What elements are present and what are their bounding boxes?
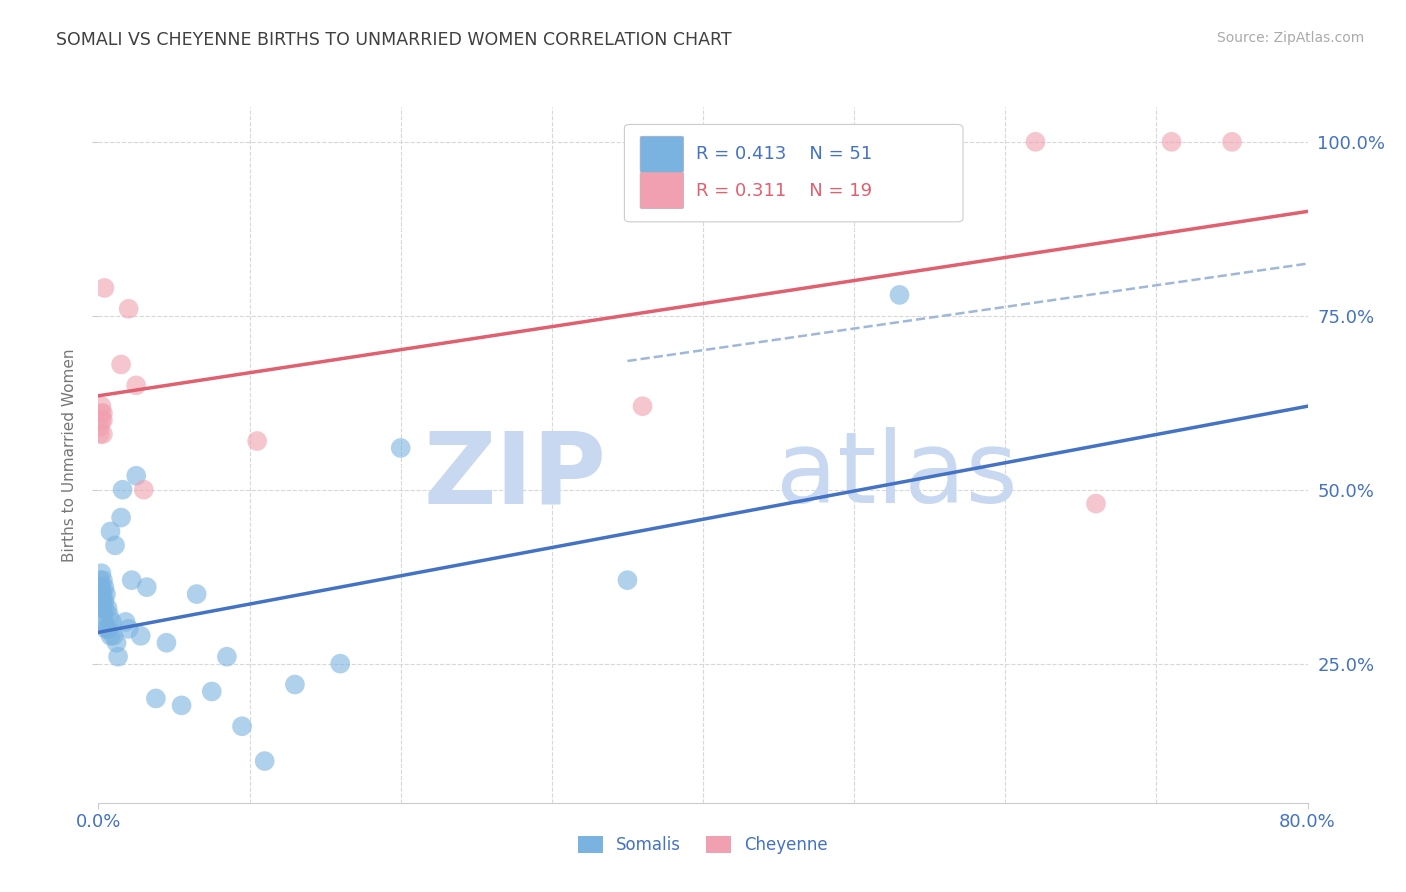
Text: R = 0.311    N = 19: R = 0.311 N = 19 [696,182,872,200]
Point [329,657,352,671]
Y-axis label: Births to Unmarried Women: Births to Unmarried Women [62,348,77,562]
FancyBboxPatch shape [624,124,963,222]
Point [616,573,638,587]
Point [91,427,114,442]
Point [186,587,208,601]
Point [170,698,193,713]
Point [100,524,122,539]
Point [91,594,114,608]
Point [93,580,115,594]
Point [89,587,111,601]
Point [90,580,112,594]
Point [231,719,253,733]
Point [125,378,148,392]
Point [135,580,157,594]
Point [631,399,654,413]
Point [96,601,118,615]
Text: SOMALI VS CHEYENNE BIRTHS TO UNMARRIED WOMEN CORRELATION CHART: SOMALI VS CHEYENNE BIRTHS TO UNMARRIED W… [56,31,733,49]
Point [1085,497,1108,511]
Point [389,441,412,455]
Point [1220,135,1243,149]
Text: R = 0.413    N = 51: R = 0.413 N = 51 [696,145,872,163]
Point [253,754,276,768]
Point [118,622,141,636]
Point [90,413,112,427]
Point [89,420,111,434]
Point [103,629,125,643]
Point [94,622,117,636]
Point [93,615,115,629]
Point [107,649,129,664]
Point [145,691,167,706]
Point [284,677,307,691]
Point [105,636,128,650]
Point [94,587,117,601]
Point [132,483,155,497]
Text: ZIP: ZIP [423,427,606,524]
Point [111,483,134,497]
Point [93,601,115,615]
Point [125,468,148,483]
Point [90,566,112,581]
FancyBboxPatch shape [640,136,683,172]
Legend: Somalis, Cheyenne: Somalis, Cheyenne [571,829,835,861]
Point [90,399,112,413]
Point [89,580,111,594]
Point [129,629,152,643]
Text: Source: ZipAtlas.com: Source: ZipAtlas.com [1216,31,1364,45]
Point [118,301,141,316]
Point [101,615,124,629]
Point [91,607,114,622]
Point [1024,135,1046,149]
Point [90,601,112,615]
Point [201,684,224,698]
Text: atlas: atlas [776,427,1017,524]
Point [155,636,177,650]
Point [215,649,238,664]
Point [90,594,112,608]
Point [90,587,112,601]
Point [91,573,114,587]
Point [89,427,111,442]
Point [91,406,114,420]
Point [91,587,114,601]
Point [93,594,115,608]
Point [89,594,111,608]
Point [98,622,121,636]
Point [114,615,136,629]
Point [889,288,911,302]
Point [100,629,122,643]
Point [104,538,127,552]
Point [110,510,132,524]
FancyBboxPatch shape [640,172,683,209]
Point [121,573,143,587]
Point [90,406,112,420]
Point [110,358,132,372]
Point [91,413,114,427]
Point [89,573,111,587]
Point [93,281,115,295]
Point [98,607,121,622]
Point [96,622,118,636]
Point [246,434,269,448]
Point [1160,135,1182,149]
